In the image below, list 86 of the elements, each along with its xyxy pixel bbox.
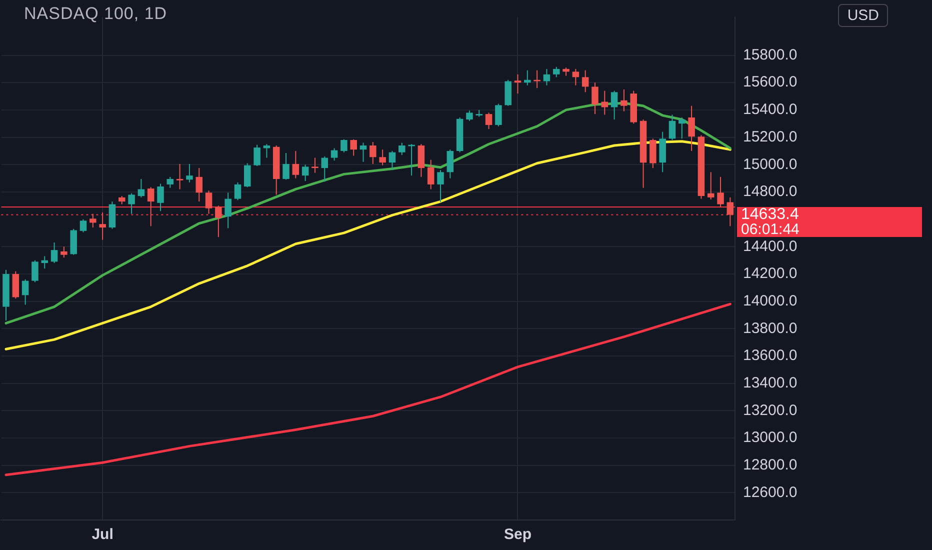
candlestick xyxy=(41,256,48,269)
candlestick xyxy=(543,68,550,86)
candlestick xyxy=(495,103,502,127)
candlestick xyxy=(205,190,212,214)
candlestick xyxy=(234,182,242,201)
candlestick xyxy=(572,68,580,86)
candlestick xyxy=(282,152,290,180)
candlestick xyxy=(582,70,589,93)
candlestick xyxy=(312,157,318,174)
candlestick xyxy=(388,150,396,171)
candlestick xyxy=(292,150,300,179)
candlestick xyxy=(224,192,232,229)
candlestick xyxy=(340,138,348,153)
candlestick xyxy=(186,163,193,183)
candlestick xyxy=(466,110,473,122)
text: 06:01:44 xyxy=(741,220,800,238)
candlestick xyxy=(350,138,357,156)
candlestick xyxy=(446,149,454,179)
candlestick xyxy=(524,70,531,86)
x-tick-label: Sep xyxy=(504,526,532,544)
y-tick-label: 13000.0 xyxy=(743,429,798,446)
candlestick xyxy=(726,196,734,227)
candlestick xyxy=(244,162,251,188)
candlestick xyxy=(504,79,512,106)
candlestick xyxy=(360,142,367,162)
candlestick xyxy=(659,131,666,173)
y-tick-label: 14800.0 xyxy=(743,183,798,200)
chart-title: NASDAQ 100, 1D xyxy=(24,4,168,24)
y-tick-label: 15000.0 xyxy=(743,156,798,173)
candlestick xyxy=(99,212,106,240)
candlestick xyxy=(128,192,135,214)
candlestick xyxy=(552,66,560,78)
candlestick xyxy=(166,176,174,188)
candlestick xyxy=(32,260,38,283)
y-tick-label: 14200.0 xyxy=(743,265,798,282)
candlestick xyxy=(70,228,77,256)
candlestick xyxy=(379,149,386,166)
y-tick-label: 13600.0 xyxy=(743,347,798,364)
candlestick xyxy=(50,242,58,264)
candlestick xyxy=(707,172,714,200)
candlestick xyxy=(12,270,20,300)
candlestick xyxy=(321,156,328,182)
candlestick xyxy=(254,144,260,166)
candlestick xyxy=(678,116,686,140)
y-tick-label: 13400.0 xyxy=(743,374,798,392)
candlestick xyxy=(215,205,222,238)
candlestick xyxy=(398,142,406,156)
y-tick-label: 13200.0 xyxy=(743,402,798,419)
y-tick-label: 14400.0 xyxy=(743,238,798,255)
x-tick-label: Jul xyxy=(92,526,114,544)
candlestick xyxy=(330,148,338,162)
y-tick-label: 13800.0 xyxy=(743,320,798,337)
candlestick xyxy=(157,183,164,212)
y-tick-label: 14000.0 xyxy=(743,292,798,310)
candlestick xyxy=(138,178,145,198)
candlestick xyxy=(370,142,376,164)
y-tick-label: 15200.0 xyxy=(743,128,798,146)
candlestick xyxy=(437,170,444,203)
y-tick-label: 12600.0 xyxy=(743,484,798,501)
candlestick xyxy=(601,90,608,116)
text: USD xyxy=(838,4,888,27)
y-tick-label: 15400.0 xyxy=(743,101,798,118)
candlestick xyxy=(196,168,202,202)
candlestick xyxy=(108,201,116,230)
candlestick xyxy=(90,213,96,228)
candlestick xyxy=(60,246,68,258)
y-tick-label: 15800.0 xyxy=(743,46,798,64)
candlestick xyxy=(418,144,425,178)
candlestick xyxy=(147,186,154,227)
ref-line-label: 14633.4 xyxy=(741,206,800,223)
candlestick xyxy=(717,176,724,208)
candlestick xyxy=(427,159,434,190)
candlestick xyxy=(610,90,618,120)
candlestick xyxy=(668,114,676,141)
y-tick-label: 12800.0 xyxy=(743,456,798,474)
candlestick xyxy=(620,88,628,112)
candlestick xyxy=(485,112,492,130)
candlestick xyxy=(514,74,522,94)
candlestick xyxy=(592,82,598,115)
candlestick xyxy=(650,138,656,169)
candlestick xyxy=(80,218,87,233)
candlestick xyxy=(22,278,29,306)
candlestick xyxy=(302,164,309,182)
y-tick-label: 15600.0 xyxy=(743,74,798,91)
candlestick xyxy=(176,163,184,190)
candlestick xyxy=(688,105,695,152)
